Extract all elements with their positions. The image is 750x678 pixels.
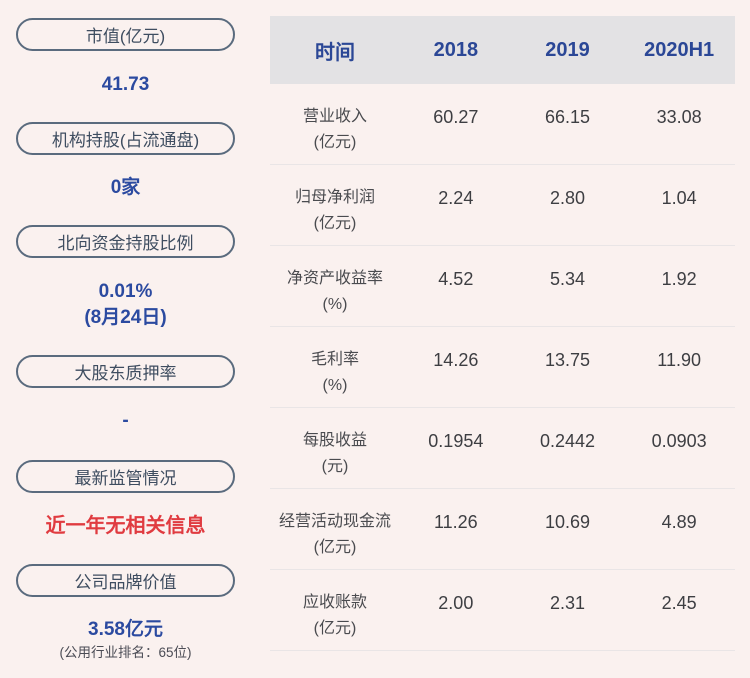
row-unit: (%) — [322, 377, 348, 394]
cell-value: 11.26 — [433, 512, 478, 532]
row-name: 净资产收益率 — [286, 270, 383, 287]
cell-value: 2.31 — [549, 593, 586, 613]
table-row-operating-cash-flow: 经营活动现金流 (亿元) 11.26 10.69 4.89 — [270, 489, 735, 570]
metric-pill-northbound-holding[interactable]: 北向资金持股比例 — [16, 225, 235, 258]
row-unit: (%) — [322, 296, 348, 313]
row-unit: (元) — [321, 458, 349, 475]
metric-value-northbound-holding: 0.01% (8月24日) — [16, 279, 235, 331]
cell-value: 11.90 — [657, 350, 702, 370]
metric-pill-label: 市值(亿元) — [85, 27, 166, 46]
cell-value: 2.80 — [549, 188, 586, 208]
cell-value: 66.15 — [544, 107, 591, 127]
metric-pill-label: 北向资金持股比例 — [57, 234, 194, 253]
cell-value: 60.27 — [433, 107, 479, 127]
metric-pill-latest-regulation[interactable]: 最新监管情况 — [16, 460, 235, 493]
header-year-2018: 2018 — [433, 38, 479, 61]
cell-value: 2.24 — [438, 188, 474, 208]
sidebar-metrics: 市值(亿元) 41.73 机构持股(占流通盘) 0家 北向资金持股比例 0.01… — [16, 0, 235, 678]
row-name: 经营活动现金流 — [278, 513, 391, 530]
cell-value: 10.69 — [544, 512, 591, 532]
metric-value-major-shareholder-pledge: - — [122, 410, 129, 431]
row-label: 每股收益 (元) — [270, 408, 400, 488]
cell-value: 4.52 — [438, 269, 474, 289]
row-label: 归母净利润 (亿元) — [270, 165, 400, 245]
metric-value-institutional-holding: 0家 — [110, 177, 141, 198]
row-unit: (亿元) — [313, 134, 357, 151]
row-name: 应收账款 — [302, 594, 367, 611]
table-row-accounts-receivable: 应收账款 (亿元) 2.00 2.31 2.45 — [270, 570, 735, 651]
northbound-date: (8月24日) — [84, 307, 167, 328]
row-label: 经营活动现金流 (亿元) — [270, 489, 400, 569]
cell-value: 13.75 — [544, 350, 591, 370]
row-label: 净资产收益率 (%) — [270, 246, 400, 326]
row-label: 毛利率 (%) — [270, 327, 400, 407]
table-row-net-profit: 归母净利润 (亿元) 2.24 2.80 1.04 — [270, 165, 735, 246]
brand-value-industry-rank: (公用行业排名：65位) — [59, 645, 192, 660]
cell-value: 2.45 — [661, 593, 697, 613]
cell-value: 14.26 — [433, 350, 479, 370]
row-unit: (亿元) — [313, 539, 357, 556]
header-year-2020h1: 2020H1 — [644, 38, 715, 61]
metric-pill-major-shareholder-pledge[interactable]: 大股东质押率 — [16, 355, 235, 388]
cell-value: 0.1954 — [428, 431, 484, 451]
row-unit: (亿元) — [313, 620, 357, 637]
row-name: 每股收益 — [302, 432, 367, 449]
metric-value-market-cap: 41.73 — [101, 74, 150, 95]
cell-value: 0.0903 — [651, 431, 707, 451]
row-unit: (亿元) — [313, 215, 357, 232]
row-name: 归母净利润 — [294, 189, 375, 206]
row-label: 应收账款 (亿元) — [270, 570, 400, 650]
row-label: 营业收入 (亿元) — [270, 84, 400, 164]
table-header-row: 时间 2018 2019 2020H1 — [270, 16, 735, 84]
cell-value: 2.00 — [438, 593, 474, 613]
metric-value-latest-regulation: 近一年无相关信息 — [45, 515, 206, 537]
financial-table: 时间 2018 2019 2020H1 营业收入 (亿元) 60.27 66.1… — [270, 16, 735, 651]
table-row-roe: 净资产收益率 (%) 4.52 5.34 1.92 — [270, 246, 735, 327]
cell-value: 1.92 — [661, 269, 697, 289]
metric-pill-brand-value[interactable]: 公司品牌价值 — [16, 564, 235, 597]
cell-value: 4.89 — [661, 512, 697, 532]
northbound-percent: 0.01% — [98, 281, 153, 302]
metric-pill-label: 大股东质押率 — [74, 364, 177, 383]
metric-pill-label: 最新监管情况 — [74, 469, 177, 488]
cell-value: 1.04 — [661, 188, 697, 208]
metric-value-brand-value: 3.58亿元 — [88, 619, 163, 640]
metric-pill-institutional-holding[interactable]: 机构持股(占流通盘) — [16, 122, 235, 155]
table-row-eps: 每股收益 (元) 0.1954 0.2442 0.0903 — [270, 408, 735, 489]
row-name: 营业收入 — [302, 108, 367, 125]
metric-pill-label: 机构持股(占流通盘) — [51, 131, 200, 150]
metric-pill-label: 公司品牌价值 — [74, 573, 177, 592]
header-year-2019: 2019 — [545, 38, 590, 61]
header-time: 时间 — [315, 41, 355, 64]
cell-value: 0.2442 — [539, 431, 596, 451]
cell-value: 33.08 — [656, 107, 702, 127]
table-row-gross-margin: 毛利率 (%) 14.26 13.75 11.90 — [270, 327, 735, 408]
row-name: 毛利率 — [310, 351, 359, 368]
cell-value: 5.34 — [549, 269, 586, 289]
metric-pill-market-cap[interactable]: 市值(亿元) — [16, 18, 235, 51]
table-row-revenue: 营业收入 (亿元) 60.27 66.15 33.08 — [270, 84, 735, 165]
